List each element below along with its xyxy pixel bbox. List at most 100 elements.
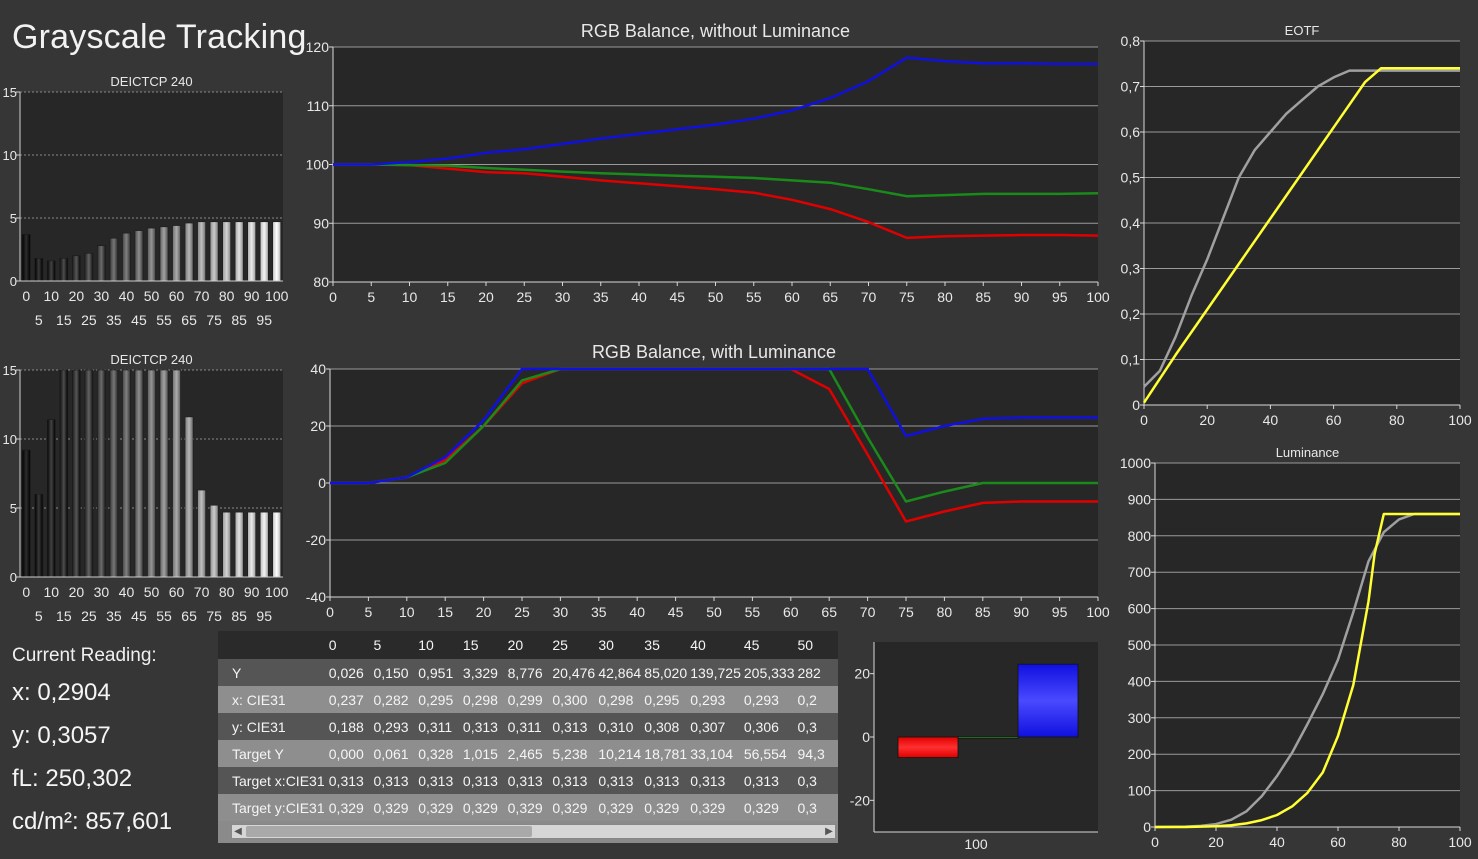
table-cell: 0,313 [595, 767, 642, 794]
table-cell: 0,329 [549, 794, 596, 821]
x-tick-label: 5 [367, 289, 375, 305]
x-tick-label: 85 [975, 604, 991, 620]
scroll-right-icon[interactable]: ▶ [825, 826, 833, 837]
scroll-thumb[interactable] [246, 826, 532, 837]
x-tick-label: 40 [1263, 412, 1279, 428]
table-cell: 33,104 [687, 740, 741, 767]
table-cell: 0,3 [794, 713, 838, 740]
table-cell: 282 [794, 659, 838, 686]
table-cell: 0,329 [687, 794, 741, 821]
y-tick-label: 0,5 [1121, 170, 1141, 186]
table-cell: 0,310 [595, 713, 642, 740]
column-header: 10 [415, 631, 460, 659]
x-tick-label: 65 [181, 608, 197, 624]
bar-10 [47, 260, 56, 282]
column-header: 15 [459, 631, 505, 659]
table-row[interactable]: Target x:CIE31 0,313 0,313 0,313 0,313 0,313 0… [218, 767, 838, 794]
x-tick-label: 55 [156, 608, 172, 624]
x-tick-label: 85 [231, 312, 247, 328]
table-row[interactable]: Target Y 0,000 0,061 0,328 1,015 2,465 5,238 10… [218, 740, 838, 767]
bar-55 [159, 369, 169, 578]
x-tick-label: 45 [131, 608, 147, 624]
x-tick-label: 40 [119, 288, 135, 304]
y-tick-label: 40 [310, 361, 326, 377]
series-line-red [333, 163, 1099, 240]
x-tick-label: 55 [746, 289, 762, 305]
table-cell: 0,329 [370, 794, 416, 821]
table-cell: 85,020 [641, 659, 688, 686]
bar-80 [222, 221, 231, 282]
table-cell: 0,329 [325, 794, 371, 821]
bar-5 [34, 258, 44, 282]
table-cell: 0,3 [794, 794, 838, 821]
table-cell: 0,295 [641, 686, 688, 713]
y-tick-label: 20 [310, 418, 326, 434]
table-cell: 0,3 [794, 767, 838, 794]
x-tick-label: 55 [745, 604, 761, 620]
rgb-balance-with-luminance-chart: RGB Balance, with Luminance -40 -20 0 20 40 0 5… [306, 342, 1110, 620]
x-tick-label: 55 [156, 312, 172, 328]
bar-75 [209, 504, 219, 578]
bar-0 [21, 234, 31, 282]
y-tick-label: 10 [3, 148, 17, 163]
table-cell: 0,329 [504, 794, 550, 821]
table-row[interactable]: Target y:CIE31 0,329 0,329 0,329 0,329 0,329 0… [218, 794, 838, 821]
x-tick-label: 65 [821, 604, 837, 620]
table-cell: 2,465 [504, 740, 550, 767]
x-tick-label: 35 [106, 312, 122, 328]
page-title: Grayscale Tracking [12, 18, 307, 56]
x-tick-label: 90 [244, 288, 260, 304]
table-row[interactable]: Y 0,026 0,150 0,951 3,329 8,776 20,476 42,864 85… [218, 659, 838, 686]
table-row[interactable]: y: CIE31 0,188 0,293 0,311 0,313 0,311 0,313 0,… [218, 713, 838, 740]
table-cell: 0,313 [641, 767, 688, 794]
chart-title: EOTF [1285, 23, 1320, 38]
y-tick-label: -20 [306, 532, 326, 548]
row-label: Target y:CIE31 [218, 794, 326, 821]
series-line-green [333, 163, 1099, 198]
bar-15 [59, 258, 69, 282]
x-tick-label: 80 [1391, 834, 1407, 850]
bar-70 [197, 489, 206, 578]
bar-85 [234, 221, 244, 282]
table-horizontal-scrollbar[interactable]: ◀ ▶ [231, 824, 836, 839]
table-cell: 5,238 [549, 740, 596, 767]
series-line-yellow [1142, 67, 1460, 404]
table-cell: 0,313 [504, 767, 550, 794]
row-label: Y [218, 659, 326, 686]
table-corner-cell [218, 631, 326, 659]
x-tick-label: 30 [553, 604, 569, 620]
chart-title: RGB Balance, with Luminance [592, 342, 836, 362]
table-cell: 205,333 [740, 659, 795, 686]
y-tick-label: 0,1 [1121, 352, 1141, 368]
table-cell: 3,329 [459, 659, 505, 686]
y-tick-label: 800 [1128, 528, 1152, 544]
x-tick-label: 10 [44, 288, 60, 304]
scroll-left-icon[interactable]: ◀ [234, 826, 242, 837]
table-cell: 0,026 [325, 659, 371, 686]
y-tick-label: 90 [313, 215, 329, 231]
bar-50 [147, 227, 156, 282]
x-tick-label: 80 [219, 584, 235, 600]
bar-80 [222, 511, 231, 578]
row-label: y: CIE31 [218, 713, 326, 740]
column-header: 45 [740, 631, 795, 659]
y-tick-label: 0 [1132, 397, 1140, 413]
measurement-table[interactable]: 0 5 10 15 20 25 30 35 40 45 50 Y 0,026 0,150 0,951 3,32… [218, 631, 838, 843]
x-tick-label: 15 [440, 289, 456, 305]
bar-75 [209, 221, 219, 282]
x-tick-label: 70 [860, 604, 876, 620]
table-cell: 0,328 [415, 740, 460, 767]
x-tick-label: 85 [231, 608, 247, 624]
table-cell: 0,308 [641, 713, 688, 740]
x-tick-label: 90 [1013, 604, 1029, 620]
table-row[interactable]: x: CIE31 0,237 0,282 0,295 0,298 0,299 0,300 0,… [218, 686, 838, 713]
x-tick-label: 75 [899, 289, 915, 305]
bar-100 [272, 221, 282, 282]
y-tick-label: 100 [306, 157, 330, 173]
y-tick-label: 600 [1128, 601, 1152, 617]
x-tick-label: 5 [365, 604, 373, 620]
x-tick-label: 60 [784, 289, 800, 305]
bar-45 [134, 369, 144, 578]
x-tick-label: 40 [631, 289, 647, 305]
